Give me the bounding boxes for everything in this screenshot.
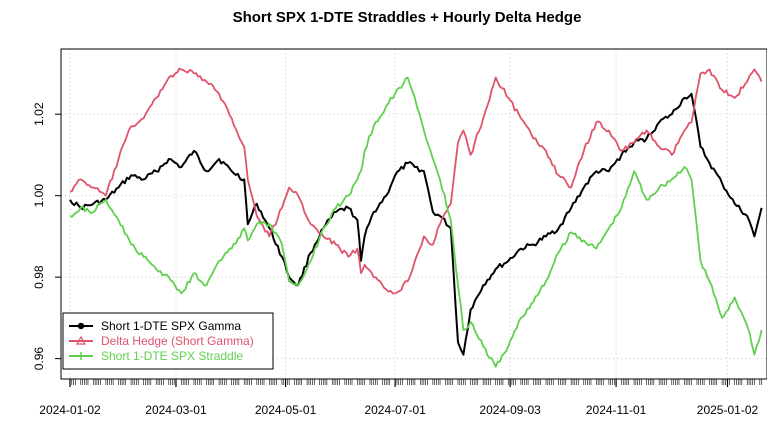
legend-label-1: Delta Hedge (Short Gamma) bbox=[101, 334, 254, 348]
x-tick-label-6: 2025-01-02 bbox=[697, 403, 759, 417]
x-minor-ticks bbox=[69, 379, 762, 385]
legend-entry-2: Short 1-DTE SPX Straddle bbox=[69, 349, 243, 363]
legend-box bbox=[62, 312, 274, 370]
series-line-1 bbox=[69, 67, 763, 295]
legend-label-0: Short 1-DTE SPX Gamma bbox=[101, 319, 241, 333]
legend-marker-circle bbox=[77, 322, 85, 330]
y-tick-label-2: 1.00 bbox=[32, 184, 46, 208]
x-axis: 2024-01-02 2024-03-01 2024-05-01 2024-07-01… bbox=[39, 378, 762, 417]
y-tick-label-0: 0.96 bbox=[32, 347, 46, 371]
legend-label-2: Short 1-DTE SPX Straddle bbox=[101, 349, 243, 363]
y-tick-label-1: 0.98 bbox=[32, 265, 46, 289]
x-tick-label-3: 2024-07-01 bbox=[364, 403, 426, 417]
x-tick-label-2: 2024-05-01 bbox=[255, 403, 317, 417]
x-tick-label-0: 2024-01-02 bbox=[39, 403, 101, 417]
legend-entry-1: Delta Hedge (Short Gamma) bbox=[69, 334, 254, 348]
x-tick-label-4: 2024-09-03 bbox=[479, 403, 541, 417]
series-line-0 bbox=[69, 92, 763, 356]
chart-title: Short SPX 1-DTE Straddles + Hourly Delta… bbox=[233, 9, 582, 26]
y-tick-label-3: 1.02 bbox=[32, 102, 46, 126]
legend-entry-0: Short 1-DTE SPX Gamma bbox=[69, 319, 241, 333]
x-tick-label-1: 2024-03-01 bbox=[145, 403, 207, 417]
legend-marker-triangle bbox=[75, 335, 87, 345]
grid bbox=[61, 49, 767, 379]
series-line-2 bbox=[69, 76, 763, 368]
series-lines bbox=[69, 67, 763, 368]
y-axis: 0.96 0.98 1.00 1.02 bbox=[32, 102, 61, 370]
x-tick-label-5: 2024-11-01 bbox=[586, 403, 647, 417]
